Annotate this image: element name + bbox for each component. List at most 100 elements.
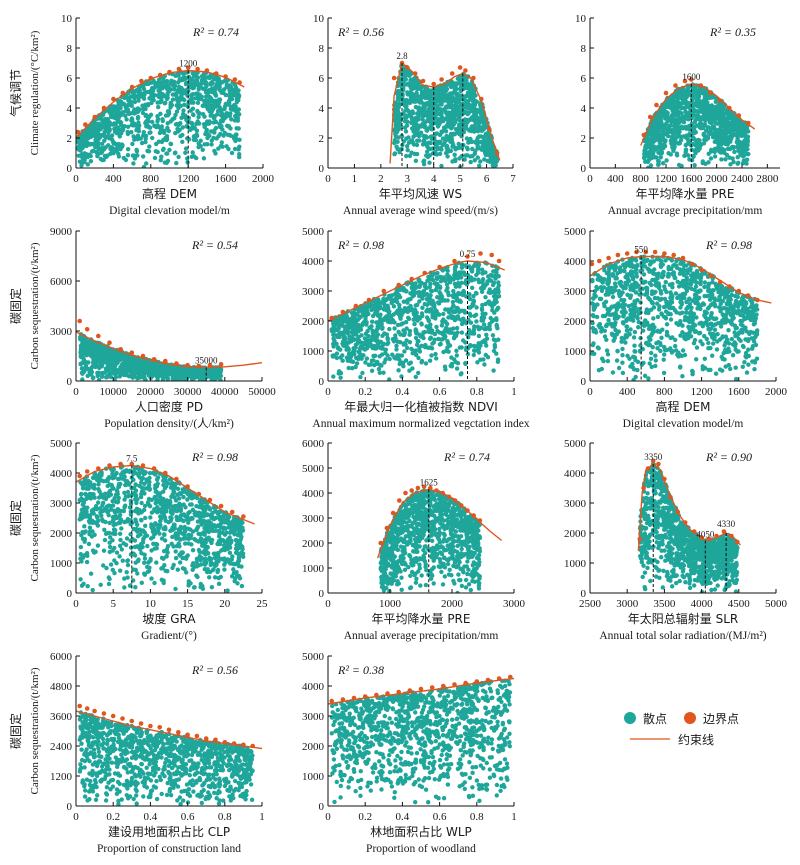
scatter-point bbox=[698, 117, 703, 123]
scatter-point bbox=[198, 370, 203, 375]
scatter-point bbox=[387, 326, 392, 332]
scatter-point bbox=[435, 124, 441, 129]
scatter-point bbox=[696, 97, 701, 103]
boundary-point bbox=[641, 132, 647, 138]
x-tick-label: 1200 bbox=[655, 173, 678, 185]
scatter-point bbox=[224, 111, 229, 116]
scatter-point bbox=[712, 154, 718, 159]
scatter-point bbox=[735, 161, 740, 166]
scatter-point bbox=[213, 151, 218, 156]
scatter-point bbox=[139, 140, 145, 146]
scatter-point bbox=[119, 142, 124, 147]
scatter-point bbox=[204, 83, 209, 89]
boundary-point bbox=[412, 71, 418, 76]
scatter-point bbox=[129, 103, 134, 109]
boundary-points bbox=[641, 77, 751, 138]
scatter-point bbox=[168, 141, 174, 147]
scatter-point bbox=[490, 333, 496, 338]
scatter-point bbox=[439, 323, 445, 328]
scatter-point bbox=[427, 94, 432, 99]
y-tick-label: 2 bbox=[319, 133, 325, 145]
scatter-point bbox=[703, 137, 708, 142]
scatter-point bbox=[685, 87, 690, 92]
scatter-point bbox=[129, 130, 134, 135]
scatter-point bbox=[411, 134, 416, 139]
scatter-point bbox=[744, 161, 749, 166]
scatter-point bbox=[693, 137, 698, 143]
scatter-point bbox=[673, 92, 679, 97]
scatter-point bbox=[188, 108, 193, 113]
scatter-point bbox=[702, 96, 707, 101]
boundary-point bbox=[140, 353, 146, 359]
x-tick-label: 1200 bbox=[177, 173, 200, 185]
scatter-point bbox=[165, 90, 170, 96]
scatter-point bbox=[439, 163, 444, 168]
scatter-point bbox=[177, 84, 182, 90]
scatter-point bbox=[350, 366, 355, 371]
boundary-points bbox=[391, 60, 500, 156]
scatter-point bbox=[689, 158, 695, 163]
scatter-point bbox=[665, 133, 671, 139]
scatter-point bbox=[718, 134, 724, 140]
scatter-point bbox=[135, 153, 140, 158]
scatter-point bbox=[134, 147, 139, 153]
scatter-point bbox=[689, 103, 695, 108]
scatter-point bbox=[128, 94, 134, 99]
scatter-point bbox=[211, 370, 216, 375]
scatter-point bbox=[670, 145, 675, 150]
scatter-point bbox=[470, 146, 475, 152]
scatter-point bbox=[208, 81, 213, 86]
scatter-point bbox=[686, 124, 692, 129]
scatter-point bbox=[690, 94, 696, 99]
x-tick-label: 0 bbox=[587, 173, 593, 185]
scatter-point bbox=[168, 87, 173, 92]
scatter-point bbox=[419, 343, 424, 348]
scatter-point bbox=[405, 148, 410, 153]
boundary-point bbox=[196, 363, 202, 369]
scatter-point bbox=[210, 98, 215, 103]
scatter-point bbox=[434, 356, 439, 361]
scatter-point bbox=[370, 319, 375, 324]
scatter-point bbox=[211, 120, 216, 125]
scatter-point bbox=[183, 76, 188, 81]
scatter-point bbox=[653, 147, 659, 152]
scatter-point bbox=[196, 85, 202, 91]
scatter-point bbox=[693, 113, 698, 119]
scatter-point bbox=[683, 150, 688, 155]
scatter-point bbox=[189, 120, 194, 126]
scatter-point bbox=[403, 73, 408, 78]
scatter-point bbox=[418, 95, 423, 101]
scatter-point bbox=[86, 340, 91, 346]
scatter-point bbox=[108, 146, 113, 152]
row-label-en: Carbon sequestration/(t/km²) bbox=[29, 242, 41, 369]
scatter-point bbox=[452, 152, 457, 157]
boundary-point bbox=[439, 77, 444, 82]
scatter-point bbox=[182, 97, 187, 103]
r2-label: R² = 0.54 bbox=[191, 238, 238, 252]
scatter-point bbox=[449, 124, 454, 129]
scatter-point bbox=[415, 127, 420, 132]
scatter-point bbox=[130, 366, 135, 372]
scatter-point bbox=[108, 353, 113, 359]
scatter-point bbox=[424, 153, 429, 158]
scatter-point bbox=[217, 79, 223, 84]
scatter-point bbox=[404, 101, 409, 106]
scatter-point bbox=[420, 117, 425, 122]
scatter-point bbox=[177, 78, 182, 83]
x-tick-label: 10000 bbox=[99, 386, 127, 398]
scatter-point bbox=[437, 290, 442, 295]
scatter-point bbox=[409, 150, 414, 155]
scatter-point bbox=[93, 344, 98, 349]
scatter-point bbox=[468, 159, 473, 165]
scatter-point bbox=[236, 146, 241, 152]
y-tick-label: 6 bbox=[319, 73, 325, 85]
scatter-point bbox=[345, 358, 350, 363]
scatter-point bbox=[478, 159, 483, 164]
scatter-point bbox=[150, 362, 155, 367]
scatter-point bbox=[195, 100, 201, 106]
scatter-point bbox=[480, 339, 485, 345]
scatter-point bbox=[173, 83, 178, 89]
scatter-point bbox=[99, 157, 105, 163]
scatter-point bbox=[231, 90, 237, 95]
scatter-point bbox=[340, 358, 345, 363]
